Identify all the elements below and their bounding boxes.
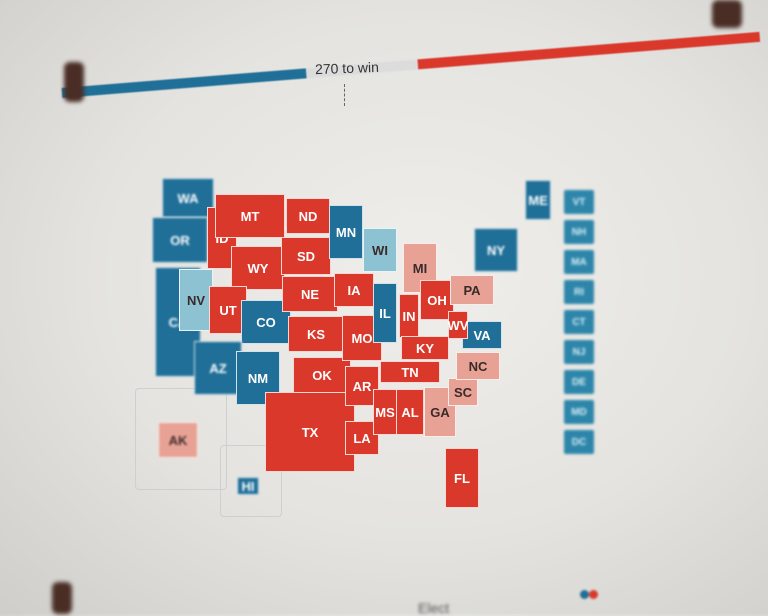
- state-label: SC: [453, 384, 473, 400]
- state-label: TN: [401, 364, 419, 380]
- state-tn[interactable]: TN: [380, 361, 440, 383]
- state-ms[interactable]: MS: [373, 389, 397, 435]
- state-label: MS: [375, 404, 395, 420]
- state-label: TX: [301, 424, 319, 440]
- state-label: VA: [473, 327, 491, 343]
- state-nv[interactable]: NV: [179, 269, 213, 331]
- state-label: FL: [454, 470, 470, 486]
- state-label: SD: [296, 248, 316, 264]
- state-nc[interactable]: NC: [456, 352, 500, 380]
- candidate-avatar-bottom: [52, 582, 72, 614]
- state-label: CO: [256, 314, 276, 330]
- state-label: UT: [219, 302, 237, 318]
- state-ne[interactable]: NE: [282, 276, 338, 312]
- state-ak[interactable]: AK: [158, 422, 198, 458]
- state-in[interactable]: IN: [399, 294, 419, 338]
- state-mt[interactable]: MT: [215, 194, 285, 238]
- state-label: MI: [412, 260, 428, 276]
- state-label: KY: [415, 340, 435, 356]
- state-ga[interactable]: GA: [424, 387, 456, 437]
- state-il[interactable]: IL: [373, 283, 397, 343]
- state-wi[interactable]: WI: [363, 228, 397, 272]
- state-label: ME: [528, 192, 548, 208]
- state-label: WI: [372, 242, 388, 258]
- state-label: IL: [379, 305, 391, 321]
- northeast-state-de[interactable]: DE: [564, 370, 594, 394]
- state-label: WY: [247, 260, 269, 276]
- legend-dem-rep-dots: [580, 586, 598, 604]
- state-fl[interactable]: FL: [445, 448, 479, 508]
- state-wa[interactable]: WA: [162, 178, 214, 218]
- state-label: NM: [247, 370, 269, 386]
- state-nd[interactable]: ND: [286, 198, 330, 234]
- state-ia[interactable]: IA: [334, 273, 374, 307]
- state-label: IA: [347, 282, 361, 298]
- rep-candidate-avatar: [712, 0, 742, 28]
- state-label: NE: [300, 286, 320, 302]
- state-az[interactable]: AZ: [194, 341, 242, 395]
- northeast-state-md[interactable]: MD: [564, 400, 594, 424]
- state-ok[interactable]: OK: [293, 357, 351, 393]
- state-me[interactable]: ME: [525, 180, 551, 220]
- state-label: AL: [401, 404, 419, 420]
- northeast-state-vt[interactable]: VT: [564, 190, 594, 214]
- northeast-state-ri[interactable]: RI: [564, 280, 594, 304]
- state-label: IN: [402, 308, 416, 324]
- state-label: MT: [240, 208, 260, 224]
- dem-candidate-avatar: [64, 62, 84, 102]
- state-label: OH: [427, 292, 447, 308]
- footer-label: Elect: [418, 600, 450, 616]
- state-al[interactable]: AL: [396, 389, 424, 435]
- northeast-state-ma[interactable]: MA: [564, 250, 594, 274]
- state-label: AK: [168, 432, 188, 448]
- state-label: OR: [170, 232, 190, 248]
- state-ny[interactable]: NY: [474, 228, 518, 272]
- hawaii-inset: [220, 445, 282, 517]
- state-label: MO: [351, 330, 373, 346]
- alaska-inset: [135, 388, 227, 490]
- northeast-state-dc[interactable]: DC: [564, 430, 594, 454]
- state-sc[interactable]: SC: [448, 378, 478, 406]
- state-label: AR: [352, 378, 372, 394]
- state-label: KS: [306, 326, 326, 342]
- state-ks[interactable]: KS: [288, 316, 344, 352]
- state-label: NC: [468, 358, 488, 374]
- state-label: MN: [335, 224, 357, 240]
- state-wy[interactable]: WY: [231, 246, 285, 290]
- state-label: ND: [298, 208, 318, 224]
- state-ut[interactable]: UT: [209, 286, 247, 334]
- state-label: NY: [486, 242, 506, 258]
- state-va[interactable]: VA: [462, 321, 502, 349]
- state-sd[interactable]: SD: [281, 237, 331, 275]
- state-mn[interactable]: MN: [329, 205, 363, 259]
- state-or[interactable]: OR: [152, 217, 208, 263]
- state-ky[interactable]: KY: [401, 336, 449, 360]
- state-label: PA: [463, 282, 481, 298]
- state-label: NV: [186, 292, 206, 308]
- northeast-state-nh[interactable]: NH: [564, 220, 594, 244]
- northeast-state-ct[interactable]: CT: [564, 310, 594, 334]
- state-label: AZ: [209, 360, 227, 376]
- state-label: OK: [312, 367, 332, 383]
- state-pa[interactable]: PA: [450, 275, 494, 305]
- northeast-state-nj[interactable]: NJ: [564, 340, 594, 364]
- state-label: WV: [447, 317, 469, 333]
- state-label: LA: [353, 430, 371, 446]
- state-label: WA: [177, 190, 199, 206]
- state-label: GA: [430, 404, 450, 420]
- state-hi[interactable]: HI: [237, 477, 259, 495]
- state-wv[interactable]: WV: [448, 311, 468, 339]
- state-label: HI: [241, 478, 255, 494]
- state-tx[interactable]: TX: [265, 392, 355, 472]
- 270-threshold-marker: [344, 84, 345, 106]
